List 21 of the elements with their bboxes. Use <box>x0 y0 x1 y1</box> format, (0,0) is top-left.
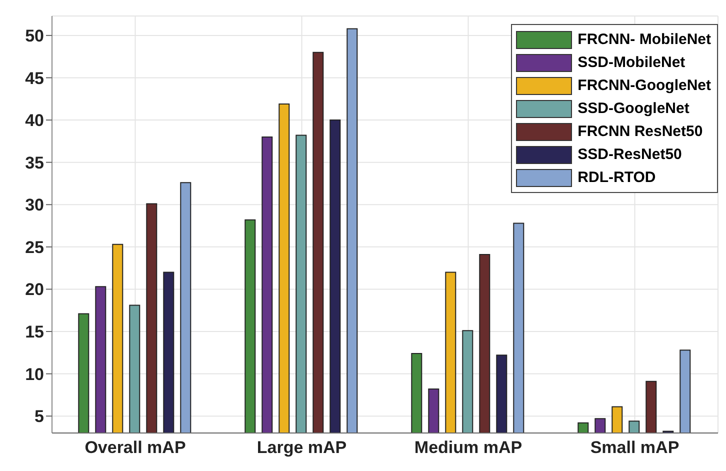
y-tick-label: 15 <box>25 322 44 342</box>
x-tick-label: Medium mAP <box>414 438 522 458</box>
legend-label: SSD-MobileNet <box>578 54 686 71</box>
y-tick-label: 30 <box>25 196 44 215</box>
y-tick-label: 5 <box>34 407 44 426</box>
y-tick-label: 40 <box>25 111 44 130</box>
legend-label: FRCNN-GoogleNet <box>578 77 711 94</box>
y-tick-label: 50 <box>25 26 44 46</box>
legend-label: FRCNN- MobileNet <box>578 31 711 48</box>
y-tick-label: 35 <box>25 153 44 172</box>
y-tick-label: 25 <box>25 238 44 257</box>
y-tick-label: 20 <box>25 280 44 300</box>
legend-label: SSD-ResNet50 <box>578 146 682 163</box>
y-tick-label: 45 <box>25 68 44 88</box>
legend-label: FRCNN ResNet50 <box>578 123 703 140</box>
y-tick-label: 10 <box>25 364 44 384</box>
x-tick-label: Small mAP <box>590 438 680 458</box>
legend-label: SSD-GoogleNet <box>578 100 690 117</box>
legend-label: RDL-RTOD <box>578 169 656 186</box>
x-tick-label: Overall mAP <box>84 438 186 458</box>
x-tick-label: Large mAP <box>256 438 347 458</box>
